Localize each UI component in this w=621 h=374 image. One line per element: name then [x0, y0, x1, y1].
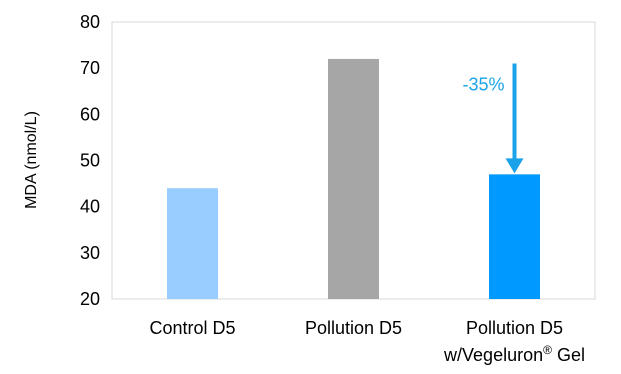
x-tick-label-line2: w/Vegeluron® Gel — [443, 343, 585, 365]
y-tick-label: 20 — [80, 289, 100, 309]
bar — [167, 188, 218, 299]
annotation-arrow-head — [505, 158, 524, 174]
y-tick-label: 80 — [80, 12, 100, 32]
x-tick-label: Control D5 — [149, 318, 235, 338]
bar — [489, 174, 540, 299]
annotation: -35% — [462, 63, 524, 174]
y-tick-label: 50 — [80, 151, 100, 171]
y-axis-label: MDA (nmol/L) — [23, 111, 40, 209]
y-tick-label: 30 — [80, 243, 100, 263]
y-axis-ticks: 20 30 40 50 60 70 80 — [80, 12, 100, 309]
x-axis-labels: Control D5 Pollution D5 Pollution D5 w/Vege… — [149, 318, 584, 365]
bars — [167, 58, 540, 299]
x-tick-label: Pollution D5 — [305, 318, 402, 338]
y-tick-label: 70 — [80, 58, 100, 78]
annotation-label: -35% — [462, 75, 504, 95]
x-tick-label: Pollution D5 — [466, 318, 563, 338]
y-tick-label: 40 — [80, 197, 100, 217]
bar — [328, 58, 379, 299]
y-tick-label: 60 — [80, 104, 100, 124]
